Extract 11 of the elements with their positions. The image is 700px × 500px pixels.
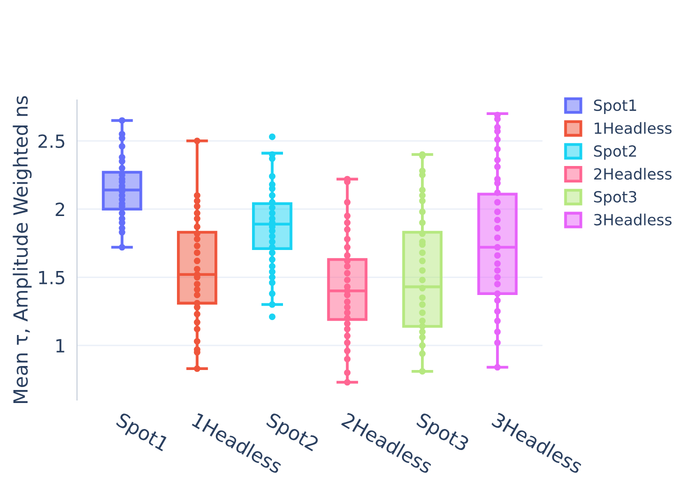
y-axis-title: Mean τ, Amplitude Weighted ns (12, 96, 32, 403)
y-tick-label: 1 (56, 339, 64, 352)
legend-label: Spot2 (594, 145, 636, 160)
legend-label: 2Headless (594, 168, 672, 180)
legend-label: Spot1 (594, 99, 636, 114)
legend-label: Spot3 (594, 191, 636, 206)
y-tick-label: 2.5 (38, 134, 64, 148)
legend-label: 1Headless (594, 122, 672, 134)
y-tick-label: 2 (56, 202, 64, 216)
y-tick-label: 1.5 (39, 270, 64, 284)
legend-label: 3Headless (594, 214, 672, 226)
